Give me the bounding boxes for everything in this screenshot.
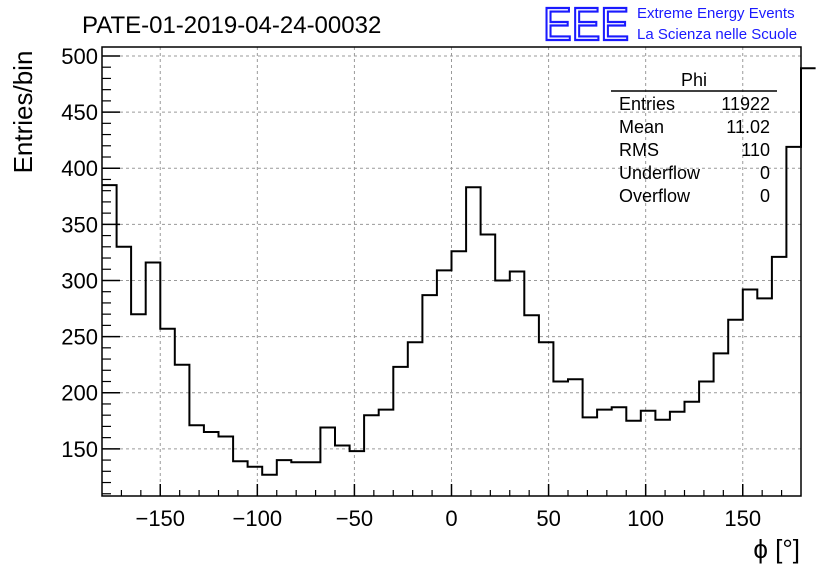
stats-title: Phi: [681, 70, 707, 90]
plot-frame: [101, 46, 802, 497]
y-tick-label: 200: [61, 381, 98, 406]
x-tick-label: −150: [135, 506, 185, 531]
y-tick-label: 500: [61, 44, 98, 69]
x-tick-label: −50: [336, 506, 373, 531]
y-tick-label: 350: [61, 212, 98, 237]
stats-value: 0: [760, 163, 770, 183]
x-tick-label: 50: [536, 506, 560, 531]
x-tick-label: −100: [233, 506, 283, 531]
y-tick-label: 150: [61, 437, 98, 462]
stats-label: Overflow: [619, 186, 691, 206]
logo-line-2: La Scienza nelle Scuole: [637, 26, 797, 43]
chart-title: PATE-01-2019-04-24-00032: [82, 12, 381, 39]
x-axis-label: ϕ [°]: [753, 534, 800, 564]
axis-ticks: [102, 55, 783, 496]
stats-box: Phi Entries 11922 Mean 11.02 RMS 110 Underflow…: [611, 70, 777, 206]
histogram-line: [102, 67, 816, 476]
stats-label: Mean: [619, 117, 664, 137]
y-tick-label: 300: [61, 268, 98, 293]
y-axis-label: Entries/bin: [8, 51, 38, 174]
x-tick-label: 150: [724, 506, 761, 531]
grid: [102, 47, 801, 496]
stats-value: 11922: [721, 94, 770, 114]
stats-value: 110: [741, 140, 770, 160]
stats-label: RMS: [619, 140, 659, 160]
tick-labels: −150 −100 −50 0 50 100 150 150 200 250 300 350 400 45…: [61, 44, 761, 531]
y-tick-label: 250: [61, 325, 98, 350]
stats-value: 11.02: [726, 117, 770, 137]
stats-label: Entries: [619, 94, 675, 114]
eee-logo: EEE Extreme Energy Events La Scienza nel…: [542, 0, 797, 51]
y-tick-label: 450: [61, 100, 98, 125]
y-tick-label: 400: [61, 156, 98, 181]
x-tick-label: 0: [445, 506, 457, 531]
logo-mark: EEE: [543, 0, 629, 50]
stats-value: 0: [760, 186, 770, 206]
stats-label: Underflow: [619, 163, 701, 183]
logo-line-1: Extreme Energy Events: [637, 5, 795, 22]
x-tick-label: 100: [627, 506, 664, 531]
